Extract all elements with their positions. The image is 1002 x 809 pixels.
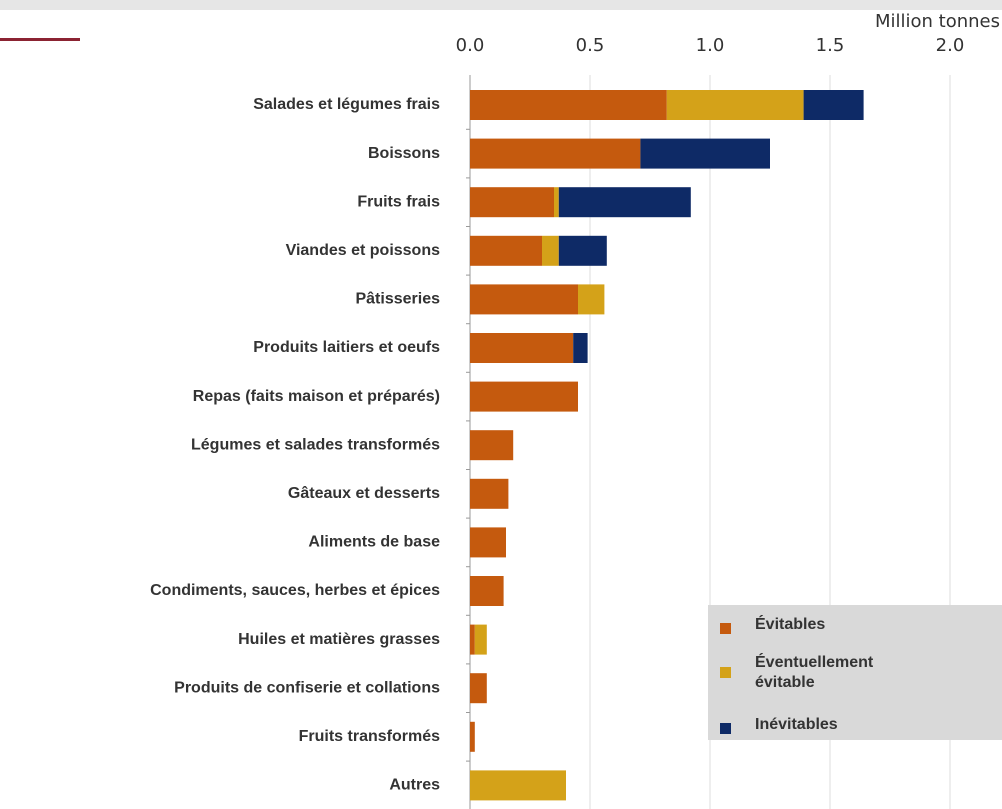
legend-label: Inévitables [755,716,838,733]
y-tick-label: Produits laitiers et oeufs [253,339,440,356]
bar-segment [640,138,770,169]
legend-label: Évitables [755,616,826,633]
legend-label: Éventuellement évitable [755,654,874,691]
bar-segment [470,721,475,752]
bar-segment [666,90,804,120]
legend-swatch [720,667,731,678]
bar-segment [470,430,514,461]
bar-segment [470,90,667,120]
bar-segment [470,770,566,801]
bar-segment [470,381,578,412]
y-tick-label: Repas (faits maison et préparés) [193,388,440,405]
legend-swatch [720,723,731,734]
legend: Évitables Éventuellement évitable Inévitab… [708,605,1002,740]
bar-segment [470,187,554,218]
x-tick-label: 0.0 [456,35,485,56]
y-tick-label: Viandes et poissons [286,242,441,259]
top-band [0,0,1002,10]
y-tick-label: Produits de confiserie et collations [174,679,440,696]
bar-segment [470,527,506,558]
bar-segment [542,235,559,266]
y-tick-label: Condiments, sauces, herbes et épices [150,582,440,599]
bar-segment [470,333,574,363]
x-tick-label: 1.0 [696,35,725,56]
bar-segment [470,478,509,509]
legend-swatch [720,623,731,634]
y-tick-label: Aliments de base [308,534,440,551]
bar-segment [470,624,475,655]
y-tick-label: Huiles et matières grasses [238,631,440,648]
bar-segment [578,284,605,315]
bar-segment [470,576,504,606]
bar-segment [558,187,691,218]
decor-line [0,38,80,41]
bar-segment [803,90,864,120]
y-tick-label: Gâteaux et desserts [288,485,440,502]
axis-title: Million tonnes [875,11,1000,32]
x-tick-label: 1.5 [816,35,845,56]
y-tick-label: Salades et légumes frais [253,96,440,113]
bar-segment [470,235,542,266]
y-tick-label: Pâtisseries [355,291,440,308]
y-tick-label: Fruits transformés [299,728,440,745]
bar-segment [573,333,588,363]
x-tick-label: 2.0 [936,35,965,56]
y-tick-label: Fruits frais [357,193,440,210]
bar-segment [474,624,487,655]
bar-segment [554,187,559,218]
bar-segment [558,235,607,266]
bar-segment [470,673,487,704]
bar-segment [470,284,578,315]
y-tick-label: Autres [389,777,440,794]
y-tick-label: Légumes et salades transformés [191,436,440,453]
x-tick-label: 0.5 [576,35,605,56]
bar-segment [470,138,641,169]
y-tick-label: Boissons [368,145,440,162]
